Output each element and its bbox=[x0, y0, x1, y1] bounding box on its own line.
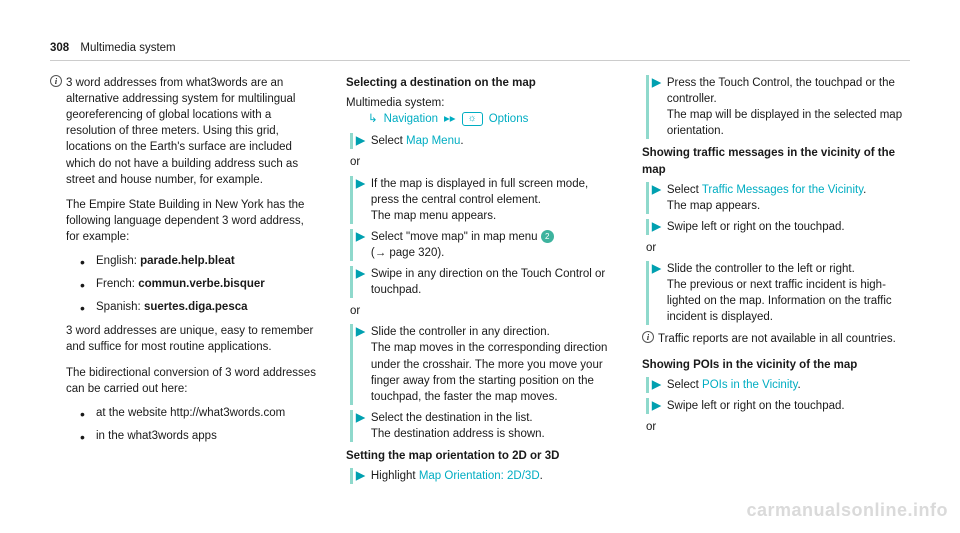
info-block: i Traffic reports are not available in a… bbox=[642, 331, 910, 347]
arrow-right-icon: ▸▸ bbox=[444, 111, 456, 127]
step: ▶ Select Map Menu. bbox=[350, 133, 614, 149]
column-3: ▶ Press the Touch Control, the touchpad … bbox=[642, 75, 910, 489]
watermark: carmanualsonline.info bbox=[746, 498, 948, 523]
info-p4: The bidirectional conversion of 3 word a… bbox=[66, 365, 318, 397]
or-text: or bbox=[646, 419, 910, 435]
step-arrow-icon: ▶ bbox=[356, 324, 365, 340]
circled-number-icon: 2 bbox=[541, 230, 554, 243]
info-p3: 3 word addresses are unique, easy to rem… bbox=[66, 323, 318, 355]
or-text: or bbox=[646, 240, 910, 256]
step: ▶ Select the destination in the list.The… bbox=[350, 410, 614, 442]
step: ▶ Select "move map" in map menu 2(→ page… bbox=[350, 229, 614, 261]
list-item: Spanish: suertes.diga.pesca bbox=[80, 299, 318, 315]
heading: Showing POIs in the vicinity of the map bbox=[642, 357, 910, 373]
info-p1: 3 word addresses from what3words are an … bbox=[66, 75, 318, 188]
step: ▶ Select POIs in the Vicinity. bbox=[646, 377, 910, 393]
step: ▶ Select Traffic Messages for the Vicini… bbox=[646, 182, 910, 214]
step: ▶ Slide the controller in any direction.… bbox=[350, 324, 614, 404]
step: ▶ Swipe left or right on the touchpad. bbox=[646, 398, 910, 414]
info-icon: i bbox=[50, 75, 62, 87]
step-arrow-icon: ▶ bbox=[356, 176, 365, 192]
step-arrow-icon: ▶ bbox=[356, 468, 365, 484]
column-1: i 3 word addresses from what3words are a… bbox=[50, 75, 318, 489]
column-2: Selecting a destination on the map Multi… bbox=[346, 75, 614, 489]
section-title: Multimedia system bbox=[80, 42, 175, 54]
step-arrow-icon: ▶ bbox=[356, 229, 365, 245]
nav-item: Navigation bbox=[384, 111, 438, 127]
heading: Showing traffic messages in the vicinity… bbox=[642, 145, 910, 177]
or-text: or bbox=[350, 303, 614, 319]
or-text: or bbox=[350, 154, 614, 170]
info-block: i 3 word addresses from what3words are a… bbox=[50, 75, 318, 452]
step-arrow-icon: ▶ bbox=[652, 398, 661, 414]
heading: Selecting a destination on the map bbox=[346, 75, 614, 91]
list-item: French: commun.verbe.bisquer bbox=[80, 276, 318, 292]
page-header: 308 Multimedia system bbox=[50, 40, 910, 61]
nav-item: Options bbox=[489, 111, 529, 127]
step: ▶ Swipe left or right on the touchpad. bbox=[646, 219, 910, 235]
heading: Setting the map orientation to 2D or 3D bbox=[346, 448, 614, 464]
step-arrow-icon: ▶ bbox=[652, 261, 661, 277]
step: ▶ Highlight Map Orientation: 2D/3D. bbox=[350, 468, 614, 484]
step: ▶ Slide the controller to the left or ri… bbox=[646, 261, 910, 325]
language-list: English: parade.help.bleat French: commu… bbox=[80, 253, 318, 315]
nav-path: ↳ Navigation ▸▸ ☼ Options bbox=[368, 111, 614, 127]
content-columns: i 3 word addresses from what3words are a… bbox=[50, 75, 910, 489]
step-arrow-icon: ▶ bbox=[652, 182, 661, 198]
info-p2: The Empire State Building in New York ha… bbox=[66, 197, 318, 245]
step-arrow-icon: ▶ bbox=[652, 219, 661, 235]
options-icon: ☼ bbox=[462, 112, 483, 126]
step-arrow-icon: ▶ bbox=[652, 377, 661, 393]
step: ▶ If the map is displayed in full screen… bbox=[350, 176, 614, 224]
list-item: at the website http://what3words.com bbox=[80, 405, 318, 421]
arrow-turn-icon: ↳ bbox=[368, 111, 378, 127]
step-arrow-icon: ▶ bbox=[356, 410, 365, 426]
step: ▶ Swipe in any direction on the Touch Co… bbox=[350, 266, 614, 298]
step-arrow-icon: ▶ bbox=[356, 266, 365, 282]
page-number: 308 bbox=[50, 40, 69, 56]
text: Multimedia system: bbox=[346, 95, 614, 111]
list-item: English: parade.help.bleat bbox=[80, 253, 318, 269]
step: ▶ Press the Touch Control, the touchpad … bbox=[646, 75, 910, 139]
info-icon: i bbox=[642, 331, 654, 343]
step-arrow-icon: ▶ bbox=[652, 75, 661, 91]
step-arrow-icon: ▶ bbox=[356, 133, 365, 149]
list-item: in the what3words apps bbox=[80, 428, 318, 444]
conversion-list: at the website http://what3words.com in … bbox=[80, 405, 318, 444]
